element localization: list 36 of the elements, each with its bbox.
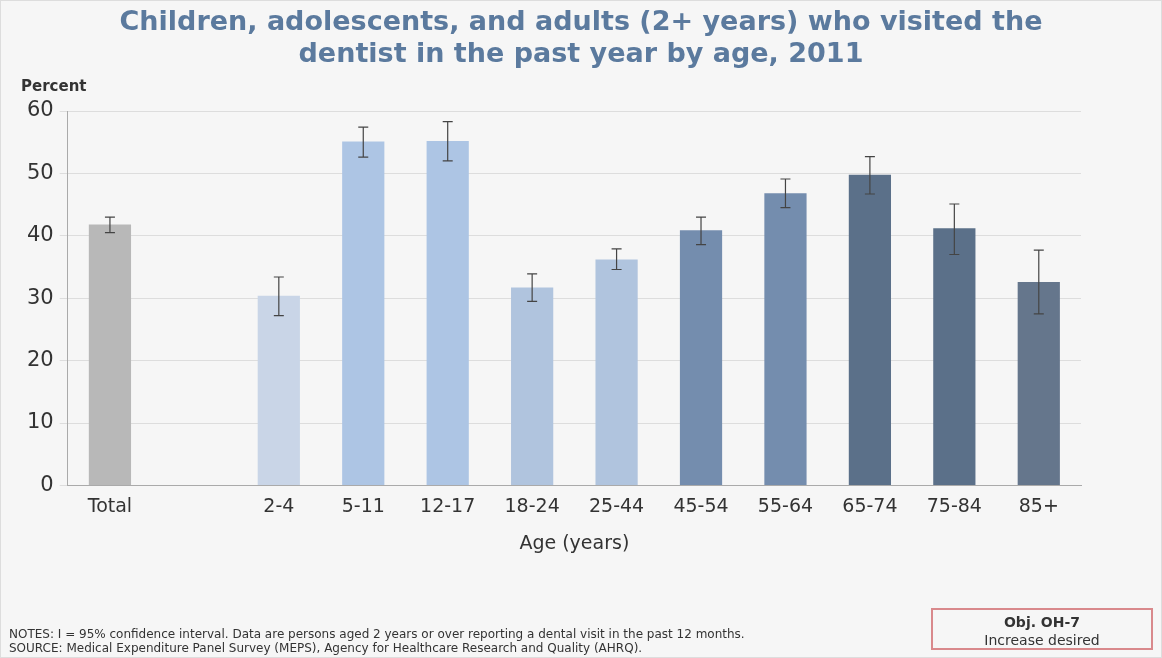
- bar: [595, 259, 638, 485]
- bar: [933, 228, 976, 485]
- x-tick-label: 45-54: [673, 493, 729, 516]
- bar: [88, 224, 132, 485]
- x-axis-title: Age (years): [519, 530, 630, 553]
- bar: [679, 230, 723, 485]
- chart-title: Children, adolescents, and adults (2+ years) who visited the dentist in the past year by age, 2011: [118, 5, 1044, 69]
- bar: [511, 287, 554, 485]
- y-tick-label: 0: [40, 471, 54, 496]
- x-tick-label: Total: [86, 493, 133, 516]
- y-tick-label: 40: [26, 222, 54, 247]
- x-tick-label: 2-4: [263, 493, 295, 516]
- text: Obj. OH-7: [1002, 613, 1082, 631]
- text: Increase desired: [983, 631, 1101, 649]
- x-tick-label: 65-74: [842, 493, 898, 516]
- bar: [342, 141, 385, 485]
- bar: [257, 295, 300, 485]
- y-tick-label: 50: [26, 159, 54, 184]
- x-tick-label: 5-11: [341, 493, 385, 516]
- bar: [848, 174, 892, 485]
- y-tick-label: 20: [26, 347, 54, 372]
- x-tick-label: 85+: [1018, 493, 1059, 516]
- x-tick-label: 55-64: [757, 493, 814, 516]
- x-tick-label: 75-84: [926, 493, 982, 516]
- x-tick-label: 18-24: [504, 493, 560, 516]
- text: NOTES: I = 95% confidence interval. Data are persons aged 2 years or over reporting a dental visit in the past 12 months.: [9, 627, 745, 641]
- y-tick-label: 60: [26, 97, 54, 122]
- source-note: SOURCE: Medical Expenditure Panel Survey (MEPS), Agency for Healthcare Research and Quality (AHRQ).: [9, 641, 644, 655]
- y-tick-label: 10: [26, 409, 54, 434]
- y-tick-label: 30: [26, 284, 54, 309]
- y-axis-title: Percent: [21, 77, 87, 96]
- x-tick-label: 25-44: [588, 493, 645, 516]
- bar: [764, 193, 807, 485]
- bar: [426, 140, 469, 485]
- bar: [1017, 281, 1060, 485]
- x-tick-label: 12-17: [420, 493, 476, 516]
